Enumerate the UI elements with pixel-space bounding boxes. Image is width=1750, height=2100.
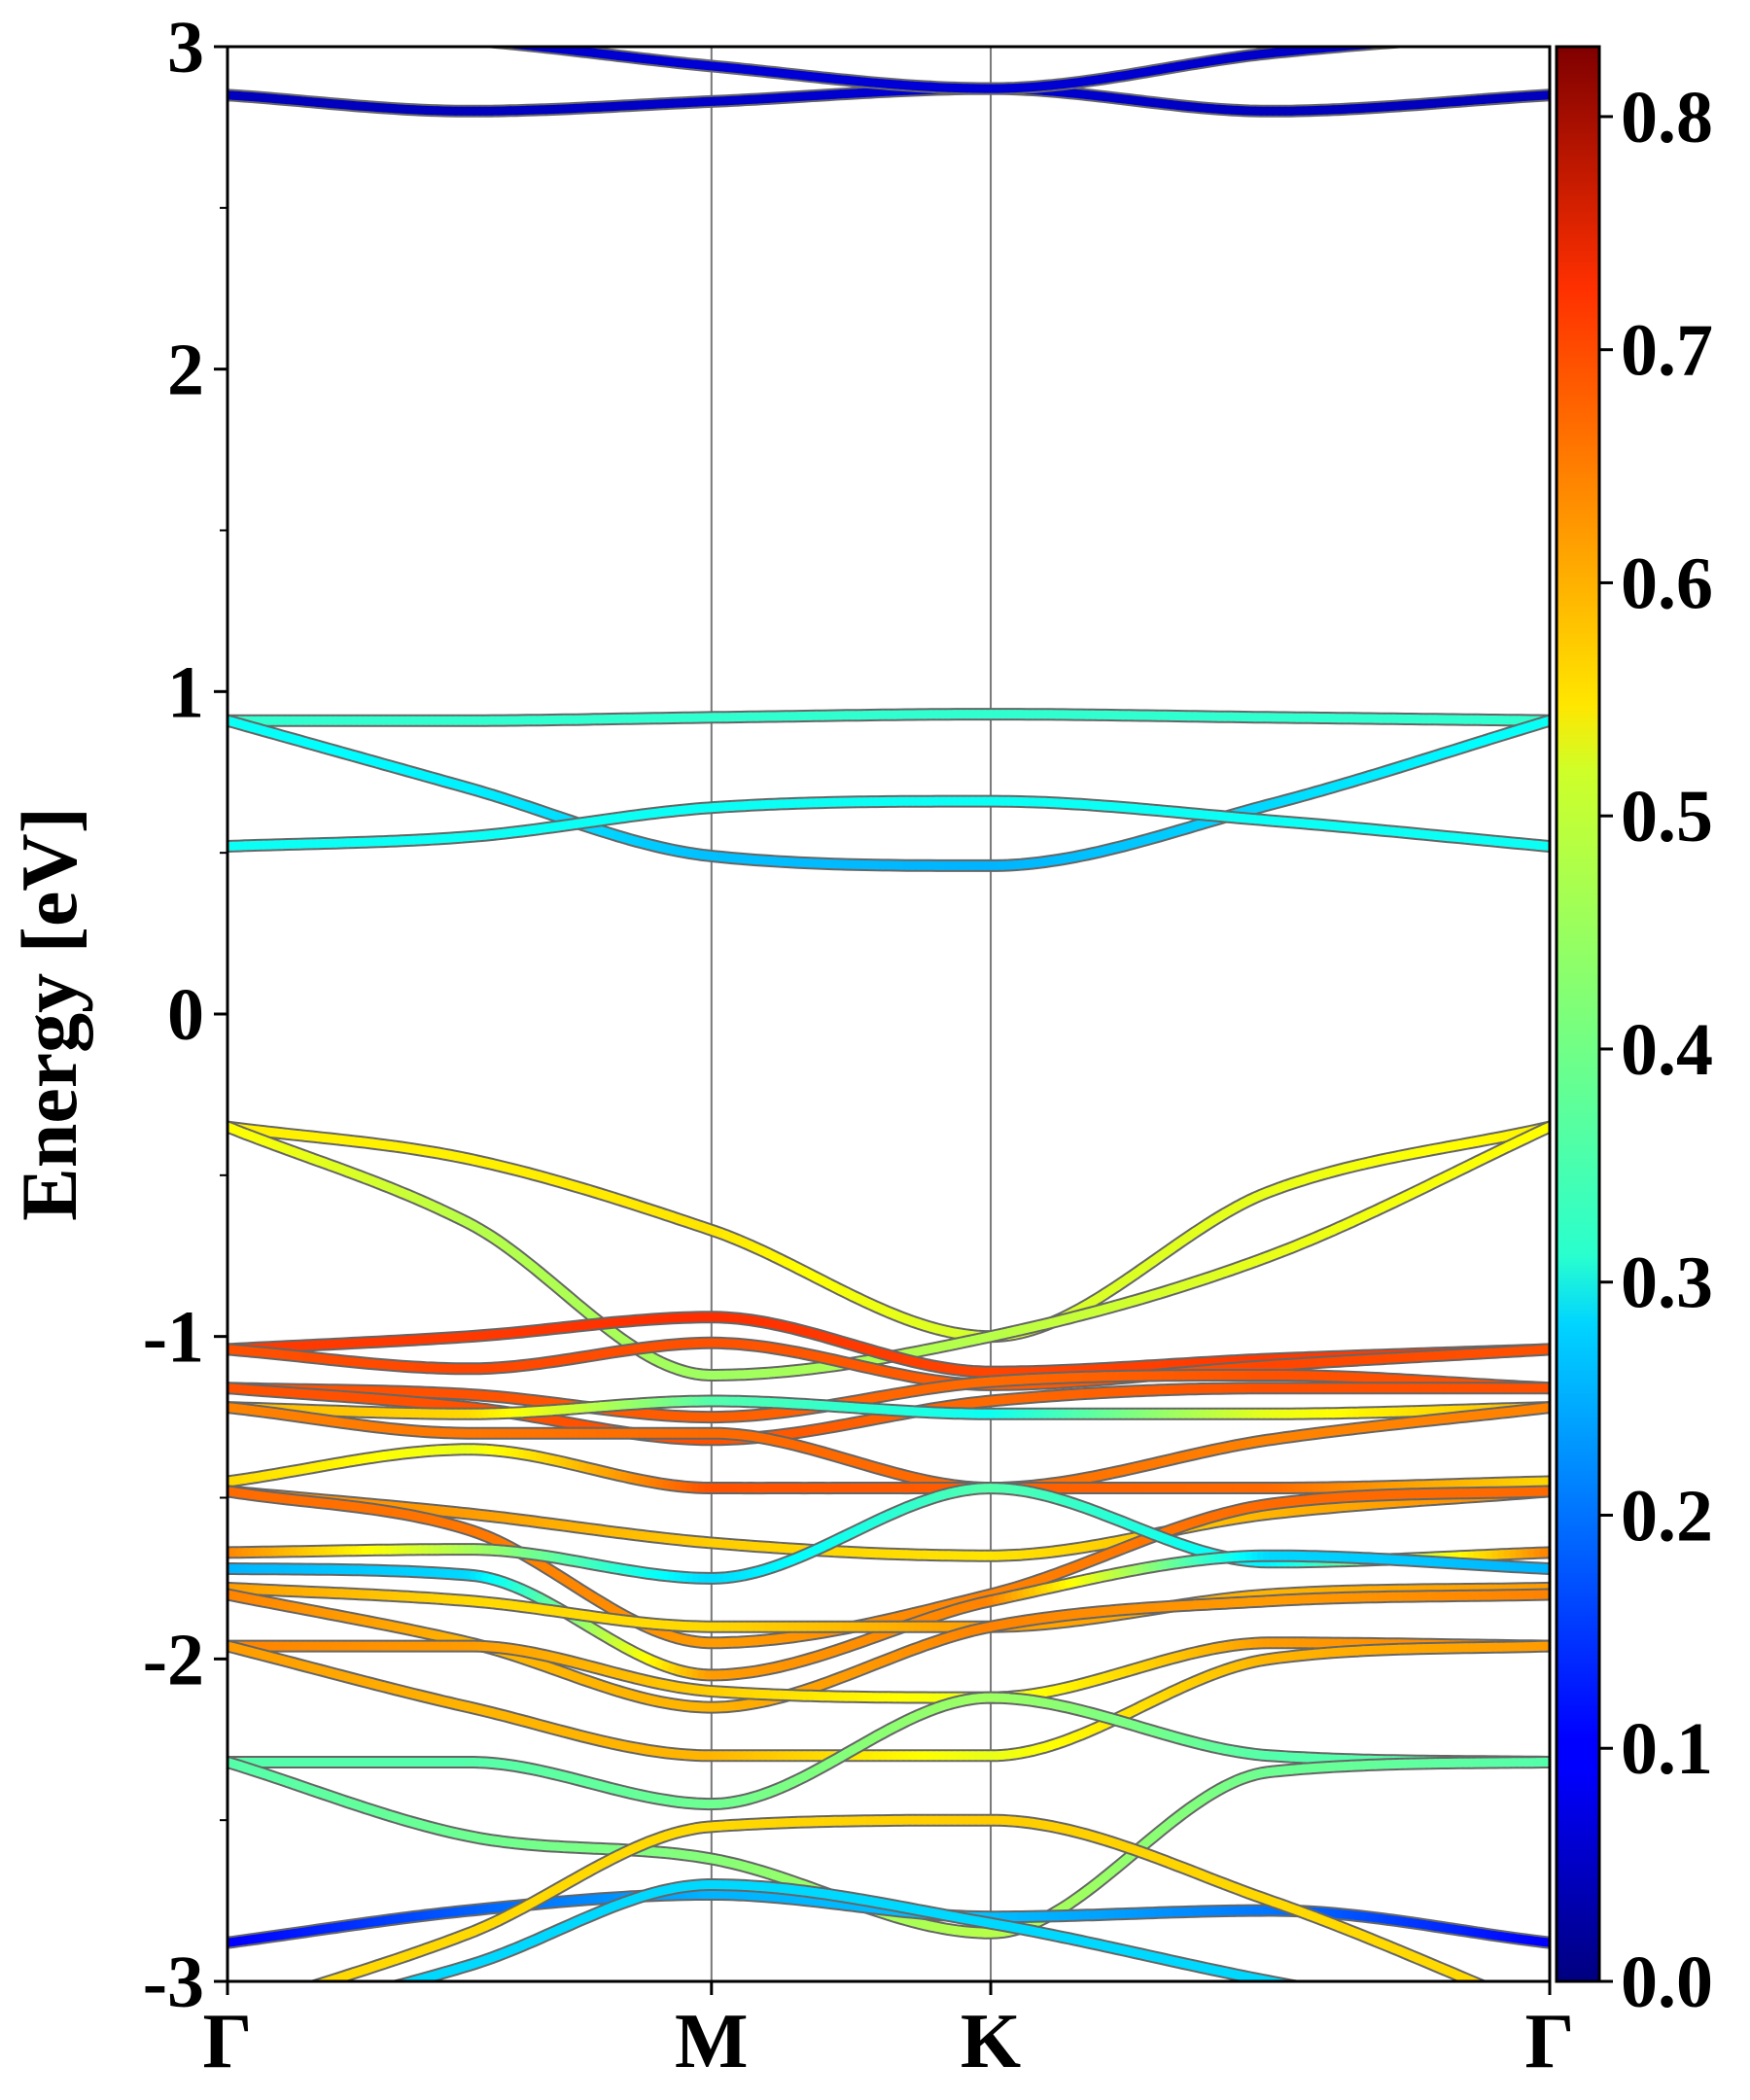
band-segment: [1429, 39, 1435, 40]
band-4: [228, 714, 1550, 872]
band-segment: [1400, 42, 1406, 43]
band-segment: [1466, 37, 1472, 38]
band-segment: [1514, 33, 1520, 34]
band-14: [228, 1443, 1550, 1495]
band-segment: [507, 47, 520, 49]
band-7: [228, 1120, 1550, 1382]
band-segment: [496, 47, 507, 48]
band-segment: [480, 41, 486, 42]
band-segment: [494, 47, 500, 48]
band-segment: [468, 40, 473, 41]
band-segment: [1478, 36, 1484, 37]
band-segment: [1453, 37, 1459, 38]
band-6: [228, 1120, 1550, 1344]
band-segment: [511, 47, 526, 50]
band-segment: [501, 47, 513, 49]
band-segment: [1508, 33, 1514, 34]
band-segment: [1393, 42, 1399, 43]
band-segment: [1525, 32, 1531, 33]
band-lines: [228, 30, 1550, 1981]
band-segment: [1489, 35, 1495, 36]
band-1: [228, 82, 1550, 118]
band-segment: [1495, 34, 1501, 35]
band-segment: [1365, 47, 1379, 49]
band-segment: [1532, 31, 1538, 32]
band-outline: [228, 1120, 1550, 1344]
band-segment: [1359, 47, 1374, 50]
band-segment: [1353, 47, 1368, 50]
band-segment: [1385, 47, 1394, 48]
band-2: [468, 30, 1550, 95]
band-21: [228, 1636, 1550, 1704]
band-3: [228, 708, 1550, 727]
band-5: [228, 794, 1550, 853]
band-segment: [1372, 47, 1384, 49]
band-segment: [1544, 30, 1550, 31]
band-segment: [1412, 41, 1418, 42]
band-segment: [1442, 38, 1448, 39]
band-segment: [474, 41, 480, 42]
band-segment: [1538, 31, 1544, 32]
band-segment: [1423, 40, 1429, 41]
high-symmetry-lines: [710, 47, 993, 1981]
band-segment: [486, 42, 492, 43]
